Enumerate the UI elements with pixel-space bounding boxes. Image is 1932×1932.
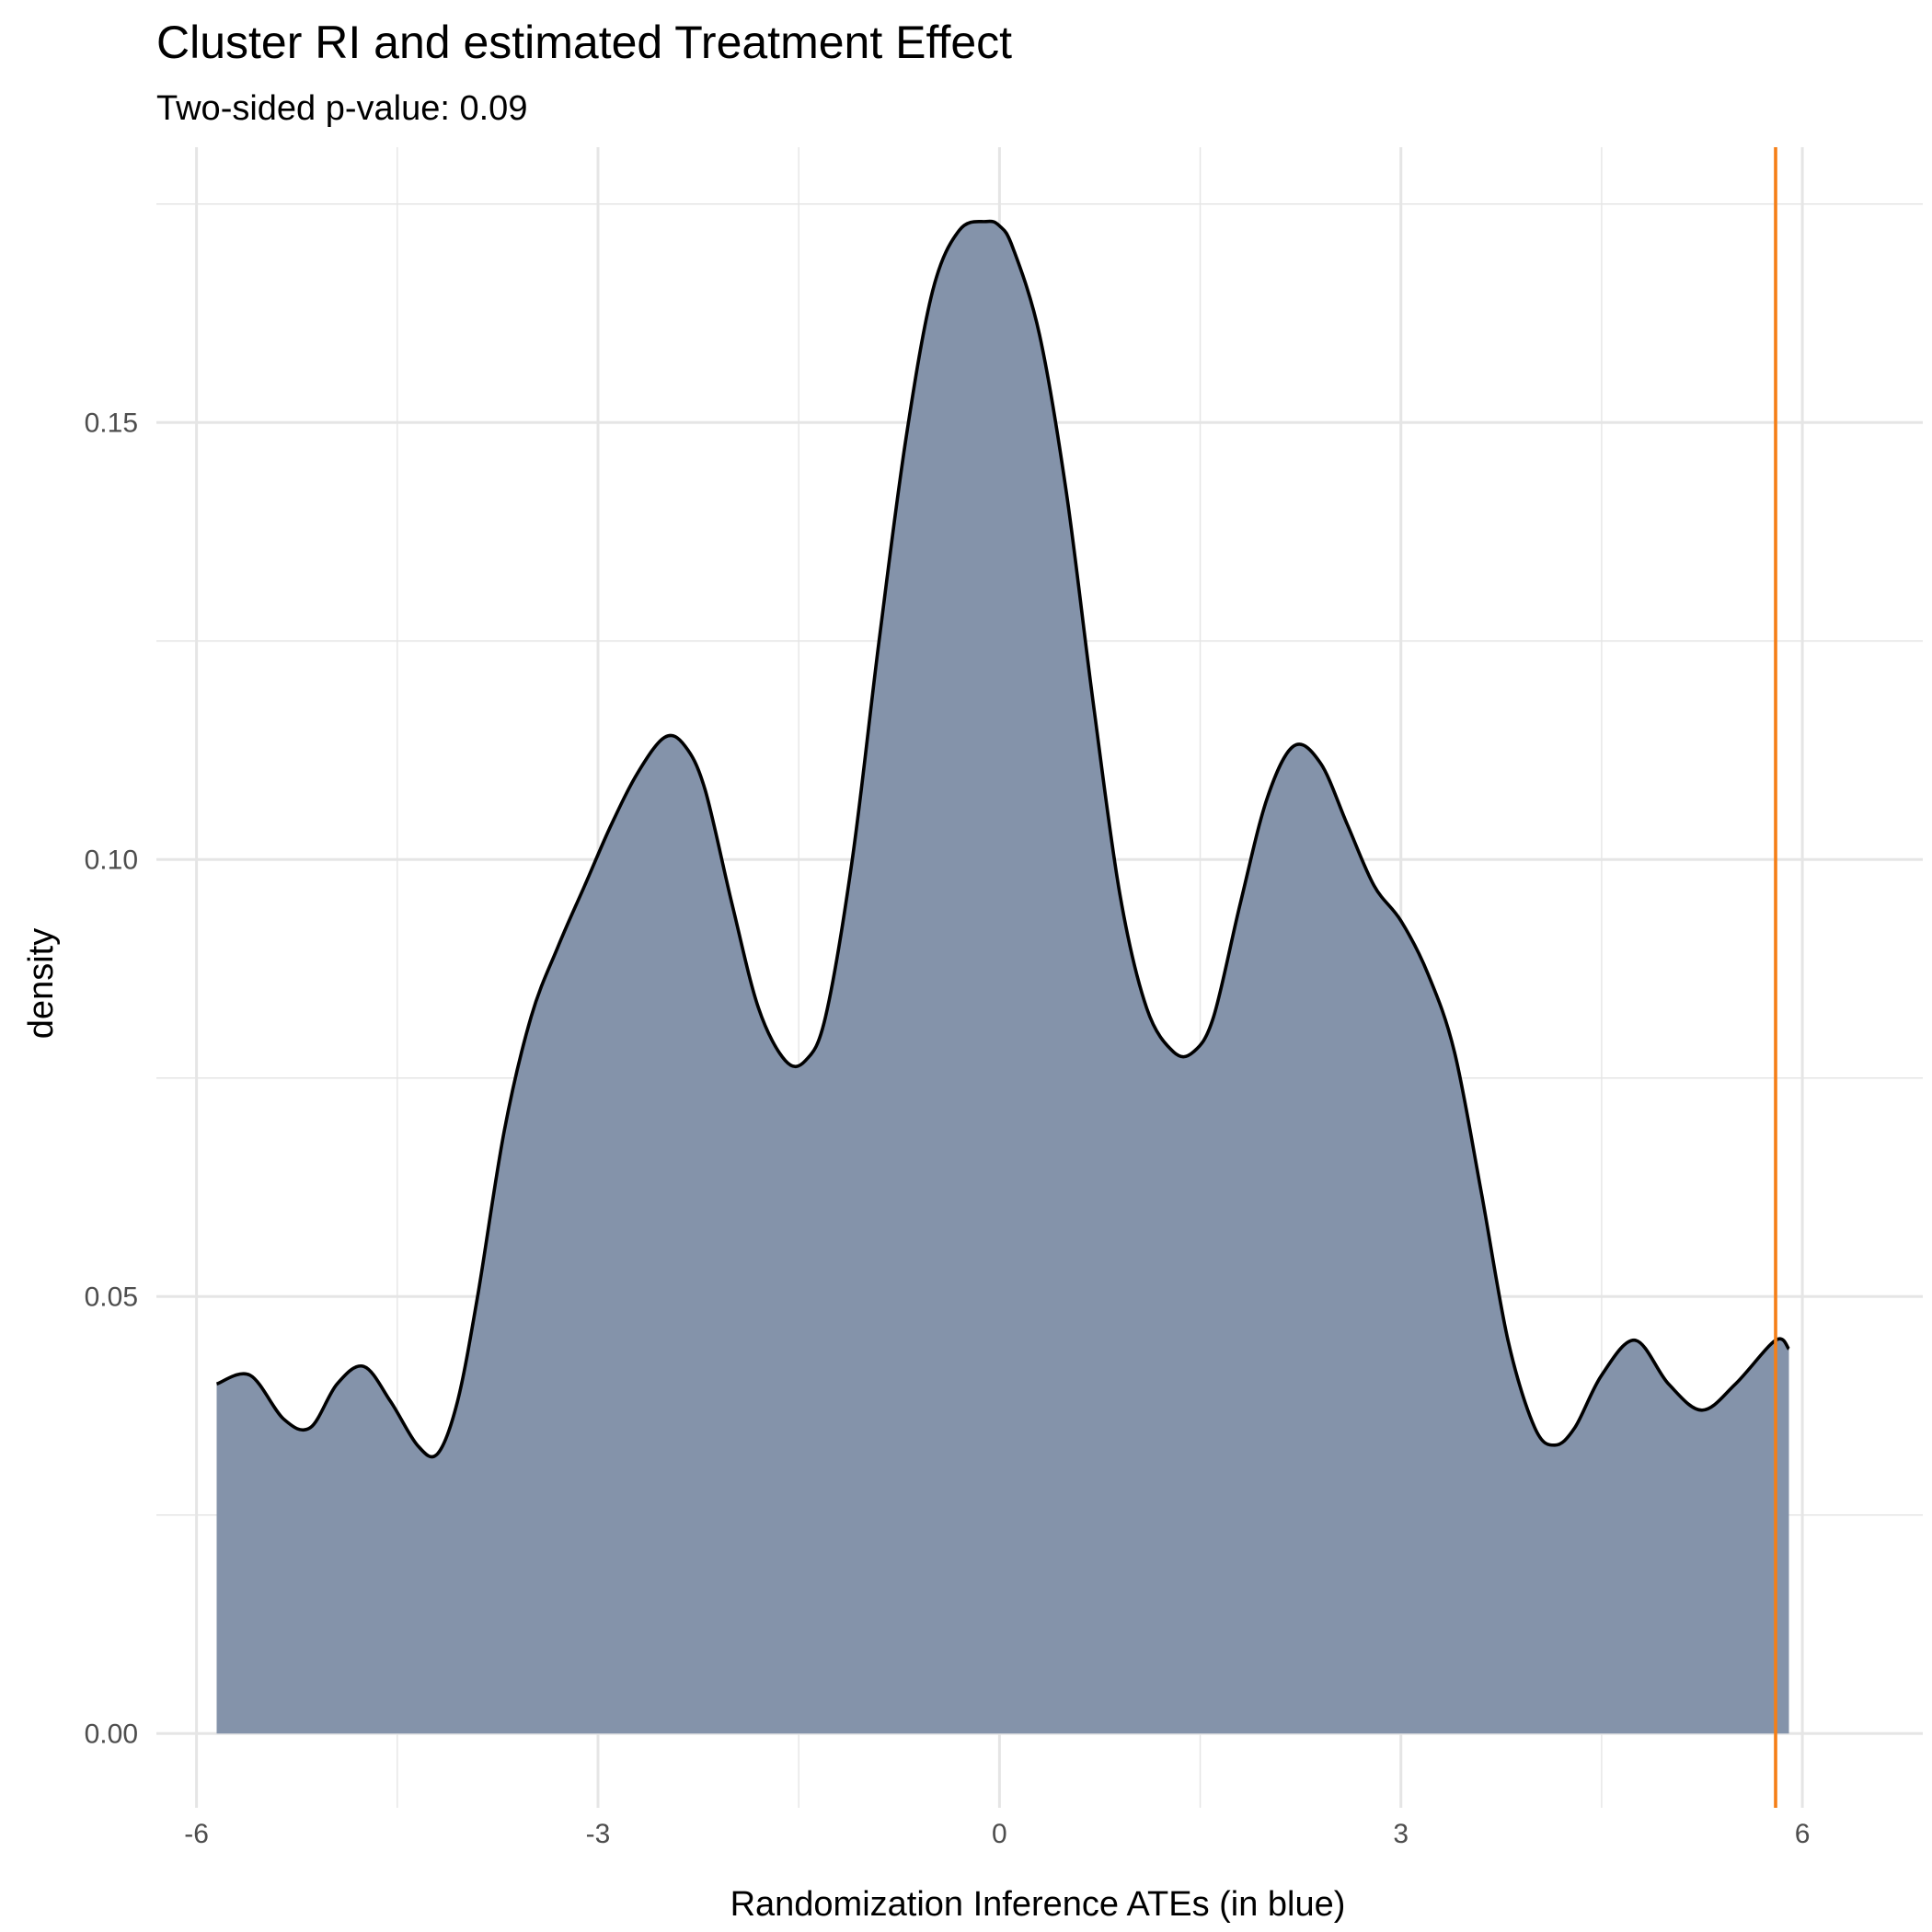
y-tick-label: 0.00	[85, 1719, 138, 1749]
x-tick-label: 3	[1393, 1819, 1409, 1849]
x-tick-label: 0	[992, 1819, 1007, 1849]
chart-subtitle: Two-sided p-value: 0.09	[156, 89, 527, 128]
y-axis-title: density	[22, 928, 61, 1039]
x-tick-label: 6	[1795, 1819, 1811, 1849]
x-tick-label: -3	[586, 1819, 611, 1849]
x-tick-label: -6	[184, 1819, 209, 1849]
x-axis-title: Randomization Inference ATEs (in blue)	[730, 1885, 1346, 1924]
y-axis-ticks: 0.00 0.05 0.10 0.15	[85, 408, 138, 1749]
chart-title: Cluster RI and estimated Treatment Effec…	[156, 17, 1012, 68]
y-tick-label: 0.05	[85, 1282, 138, 1312]
y-tick-label: 0.15	[85, 408, 138, 438]
y-tick-label: 0.10	[85, 845, 138, 875]
density-line	[215, 219, 1790, 1459]
x-axis-ticks: -6 -3 0 3 6	[184, 1819, 1810, 1849]
density-area	[216, 221, 1789, 1734]
